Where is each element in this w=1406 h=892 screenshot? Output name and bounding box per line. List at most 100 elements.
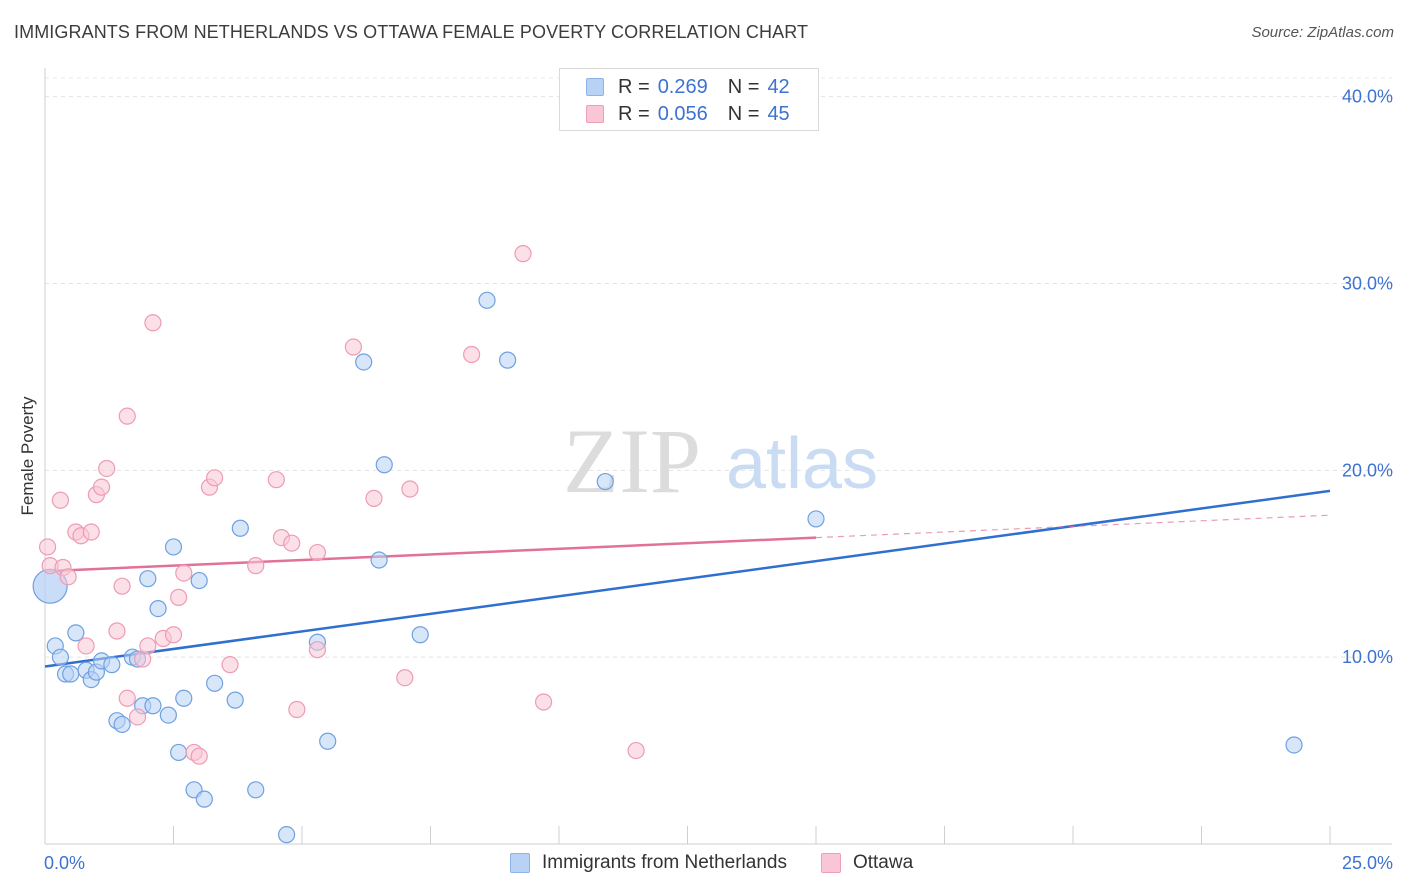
trend-line-extension: [815, 514, 1331, 539]
point-ottawa: [534, 693, 553, 711]
point-netherlands: [67, 624, 85, 642]
legend-r-label: R =: [618, 75, 650, 98]
legend-label-netherlands: Immigrants from Netherlands: [542, 852, 787, 873]
y-tick-label: 30.0%: [1342, 274, 1393, 294]
point-ottawa: [164, 626, 183, 644]
point-ottawa: [82, 523, 100, 541]
point-netherlands: [231, 519, 249, 537]
point-ottawa: [170, 588, 188, 606]
correlation-legend: R = 0.269 N = 42 R = 0.056 N = 45: [559, 68, 819, 131]
watermark-zip: ZIP: [563, 410, 701, 512]
point-netherlands: [596, 472, 614, 491]
legend-item-ottawa[interactable]: Ottawa: [820, 852, 914, 874]
data-points: [32, 245, 1303, 844]
legend-row-ottawa: R = 0.056 N = 45: [586, 102, 790, 126]
point-ottawa: [190, 747, 208, 765]
point-netherlands: [247, 781, 265, 799]
point-netherlands: [195, 790, 213, 808]
point-ottawa: [344, 338, 362, 356]
point-ottawa: [627, 741, 645, 760]
point-ottawa: [108, 622, 126, 640]
point-netherlands: [190, 571, 208, 590]
point-netherlands: [807, 510, 825, 528]
point-ottawa: [365, 489, 383, 507]
point-ottawa: [77, 637, 95, 655]
point-netherlands: [1285, 736, 1303, 754]
point-netherlands: [103, 656, 121, 674]
legend-n-label: N =: [727, 102, 760, 125]
point-ottawa: [98, 459, 116, 478]
point-netherlands: [170, 743, 188, 762]
point-ottawa: [113, 577, 131, 595]
point-netherlands: [226, 691, 244, 709]
series-legend: Immigrants from Netherlands Ottawa: [510, 852, 947, 874]
point-netherlands: [206, 674, 224, 692]
point-netherlands: [149, 599, 167, 618]
legend-swatch-pink: [820, 853, 841, 873]
point-ottawa: [144, 314, 162, 332]
legend-r-value: 0.269: [657, 75, 708, 98]
point-netherlands: [62, 665, 80, 683]
legend-swatch-pink: [586, 105, 604, 123]
y-axis-label: Female Poverty: [18, 396, 37, 516]
point-ottawa: [128, 708, 147, 726]
point-netherlands: [159, 706, 177, 724]
gridlines: [45, 77, 1392, 658]
point-netherlands: [319, 732, 337, 750]
point-ottawa: [463, 345, 481, 364]
legend-swatch-blue: [510, 853, 530, 873]
legend-n-value: 45: [767, 102, 790, 125]
point-netherlands: [164, 538, 183, 556]
legend-item-netherlands[interactable]: Immigrants from Netherlands: [510, 852, 787, 874]
point-ottawa: [51, 491, 70, 509]
y-tick-label: 40.0%: [1342, 87, 1393, 107]
point-netherlands: [370, 551, 388, 569]
legend-n-value: 42: [767, 75, 790, 98]
watermark-atlas: atlas: [726, 424, 878, 504]
point-ottawa: [514, 245, 532, 263]
point-netherlands: [375, 456, 393, 474]
point-netherlands: [144, 697, 162, 715]
point-ottawa: [221, 656, 239, 674]
point-netherlands: [175, 689, 193, 707]
point-ottawa: [308, 543, 327, 562]
legend-swatch-blue: [586, 78, 604, 96]
axes: [44, 68, 1392, 845]
source-label: Source: ZipAtlas.com: [1251, 24, 1394, 41]
point-ottawa: [308, 641, 327, 659]
legend-row-netherlands: R = 0.269 N = 42: [586, 75, 790, 99]
point-netherlands: [499, 351, 517, 369]
trend-line: [44, 489, 1331, 668]
legend-n-label: N =: [727, 75, 760, 98]
point-ottawa: [118, 407, 136, 425]
chart-title: IMMIGRANTS FROM NETHERLANDS VS OTTAWA FE…: [14, 22, 809, 42]
tick-labels: 10.0% 20.0% 30.0% 40.0% 0.0% 25.0%: [44, 87, 1393, 873]
trend-line: [44, 536, 817, 573]
point-ottawa: [139, 637, 157, 655]
point-ottawa: [59, 568, 77, 586]
point-ottawa: [175, 564, 193, 582]
legend-r-value: 0.056: [657, 102, 708, 125]
trend-lines: [44, 489, 1331, 668]
point-ottawa: [206, 469, 224, 487]
y-tick-label: 20.0%: [1342, 460, 1393, 480]
point-ottawa: [401, 480, 419, 498]
point-ottawa: [118, 689, 136, 707]
point-ottawa: [247, 557, 265, 575]
point-ottawa: [396, 669, 414, 687]
point-netherlands: [411, 626, 429, 644]
legend-label-ottawa: Ottawa: [852, 852, 914, 873]
point-ottawa: [267, 471, 285, 489]
x-tick-label: 25.0%: [1342, 853, 1393, 873]
point-netherlands: [478, 291, 496, 309]
point-netherlands: [355, 353, 373, 371]
y-tick-label: 10.0%: [1342, 647, 1393, 667]
point-ottawa: [288, 700, 306, 719]
point-netherlands: [139, 570, 157, 588]
point-netherlands: [113, 715, 131, 734]
point-netherlands: [277, 826, 296, 844]
x-tick-label: 0.0%: [44, 853, 85, 873]
point-netherlands: [51, 648, 70, 666]
point-ottawa: [92, 478, 111, 496]
